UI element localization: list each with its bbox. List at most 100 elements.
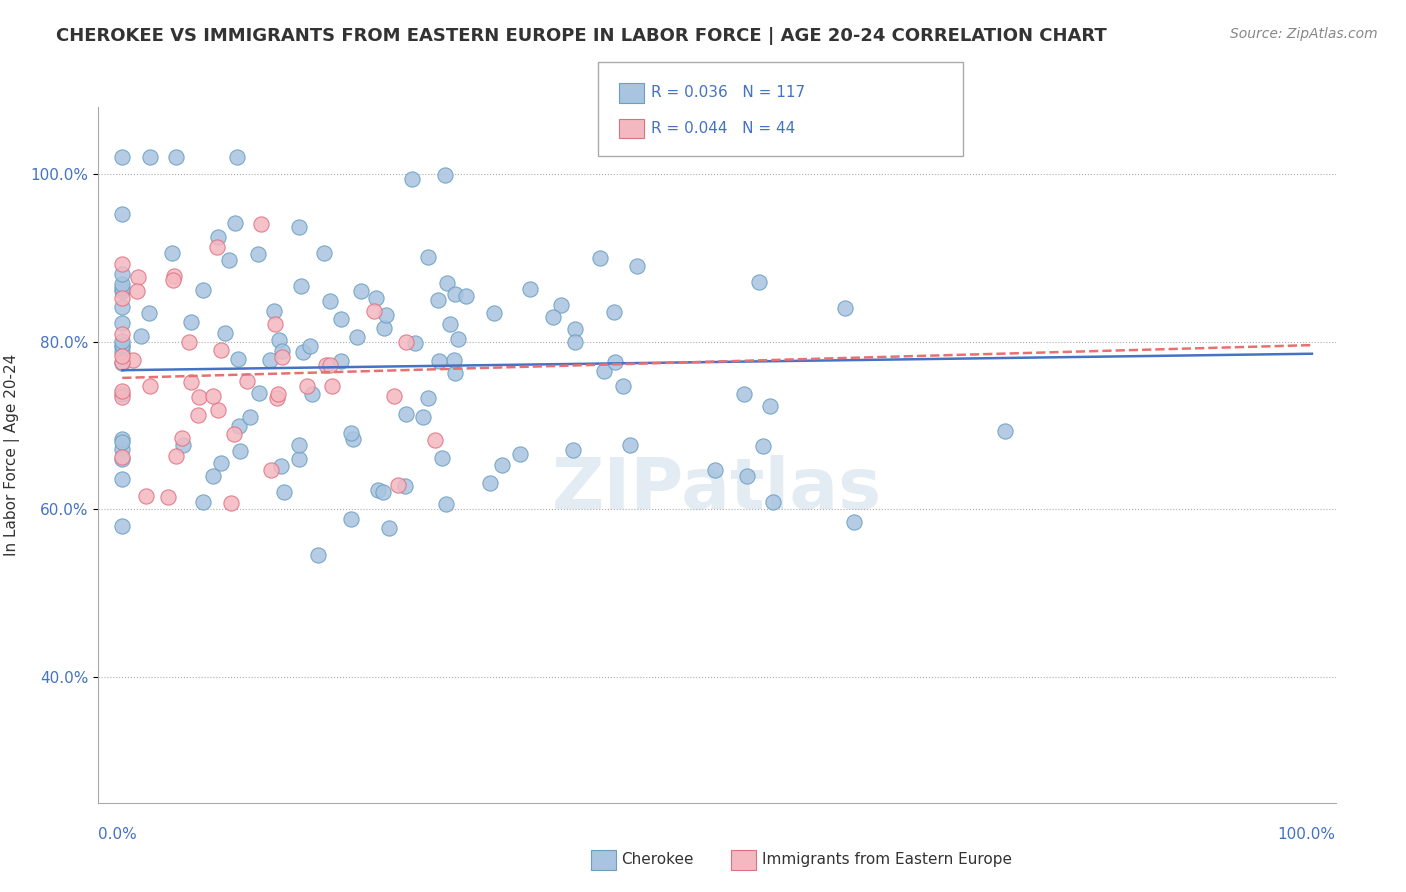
Point (111, 450, 134, 464)
Point (263, 303, 285, 318)
Point (246, 247, 269, 261)
Point (263, 318, 285, 332)
Point (342, 432, 364, 446)
Point (312, 245, 335, 260)
Point (443, 352, 465, 367)
Point (374, 308, 396, 322)
Point (321, 379, 343, 393)
Point (288, 219, 311, 234)
Point (111, 291, 134, 305)
Point (111, 301, 134, 315)
Point (111, 316, 134, 330)
Point (135, 489, 157, 503)
Point (564, 335, 586, 350)
Point (228, 444, 250, 458)
Point (247, 386, 270, 401)
Point (125, 284, 148, 298)
Point (111, 432, 134, 446)
Point (267, 386, 290, 401)
Point (509, 447, 531, 461)
Point (180, 376, 202, 390)
Text: Immigrants from Eastern Europe: Immigrants from Eastern Europe (762, 853, 1012, 867)
Point (288, 452, 311, 467)
Point (218, 252, 240, 267)
Point (842, 515, 865, 529)
Point (491, 458, 513, 472)
Point (287, 438, 309, 452)
Text: Source: ZipAtlas.com: Source: ZipAtlas.com (1230, 27, 1378, 41)
Point (111, 284, 134, 298)
Point (239, 410, 262, 425)
Point (111, 349, 134, 363)
Text: ZIPatlas: ZIPatlas (553, 455, 882, 524)
Point (191, 495, 214, 509)
Point (162, 273, 184, 287)
Point (139, 379, 162, 393)
Point (436, 276, 458, 290)
Text: 0.0%: 0.0% (98, 827, 138, 841)
Point (298, 339, 321, 353)
Point (207, 230, 229, 244)
Point (612, 378, 634, 392)
Point (111, 150, 134, 164)
Text: CHEROKEE VS IMMIGRANTS FROM EASTERN EUROPE IN LABOR FORCE | AGE 20-24 CORRELATIO: CHEROKEE VS IMMIGRANTS FROM EASTERN EURO… (56, 27, 1107, 45)
Point (315, 359, 337, 373)
Point (111, 338, 134, 352)
Point (226, 150, 249, 164)
Point (211, 456, 233, 470)
Point (404, 335, 426, 350)
Point (111, 268, 134, 282)
Point (122, 352, 145, 367)
Point (297, 379, 319, 393)
Point (219, 495, 242, 509)
Point (834, 301, 856, 315)
Point (432, 451, 454, 466)
Point (378, 521, 401, 535)
Point (364, 291, 387, 305)
Point (394, 479, 416, 493)
Point (165, 150, 187, 164)
Point (401, 171, 423, 186)
Point (447, 333, 470, 347)
Point (443, 366, 465, 380)
Point (416, 250, 439, 264)
Point (111, 387, 134, 401)
Point (758, 399, 780, 413)
Point (561, 443, 583, 458)
Point (550, 298, 572, 312)
Point (301, 387, 323, 401)
Point (111, 384, 134, 398)
Text: R = 0.044   N = 44: R = 0.044 N = 44 (651, 121, 796, 136)
Point (346, 330, 368, 344)
Point (270, 458, 292, 473)
Point (111, 257, 134, 271)
Point (209, 343, 232, 357)
Y-axis label: In Labor Force | Age 20-24: In Labor Force | Age 20-24 (4, 354, 20, 556)
Point (259, 352, 281, 367)
Point (179, 335, 201, 350)
Point (214, 326, 236, 340)
Point (127, 269, 149, 284)
Point (273, 485, 295, 500)
Point (111, 356, 134, 370)
Point (269, 333, 291, 347)
Point (605, 355, 627, 369)
Point (484, 306, 506, 320)
Point (111, 277, 134, 292)
Point (111, 390, 134, 404)
Point (994, 425, 1017, 439)
Point (270, 343, 292, 358)
Point (735, 469, 758, 483)
Point (748, 275, 770, 289)
Point (412, 409, 434, 424)
Point (439, 317, 461, 331)
Point (426, 293, 449, 308)
Point (160, 246, 183, 260)
Point (250, 217, 273, 231)
Point (423, 433, 446, 447)
Point (172, 438, 194, 452)
Point (619, 438, 641, 452)
Point (395, 407, 418, 421)
Point (589, 251, 612, 265)
Point (156, 491, 179, 505)
